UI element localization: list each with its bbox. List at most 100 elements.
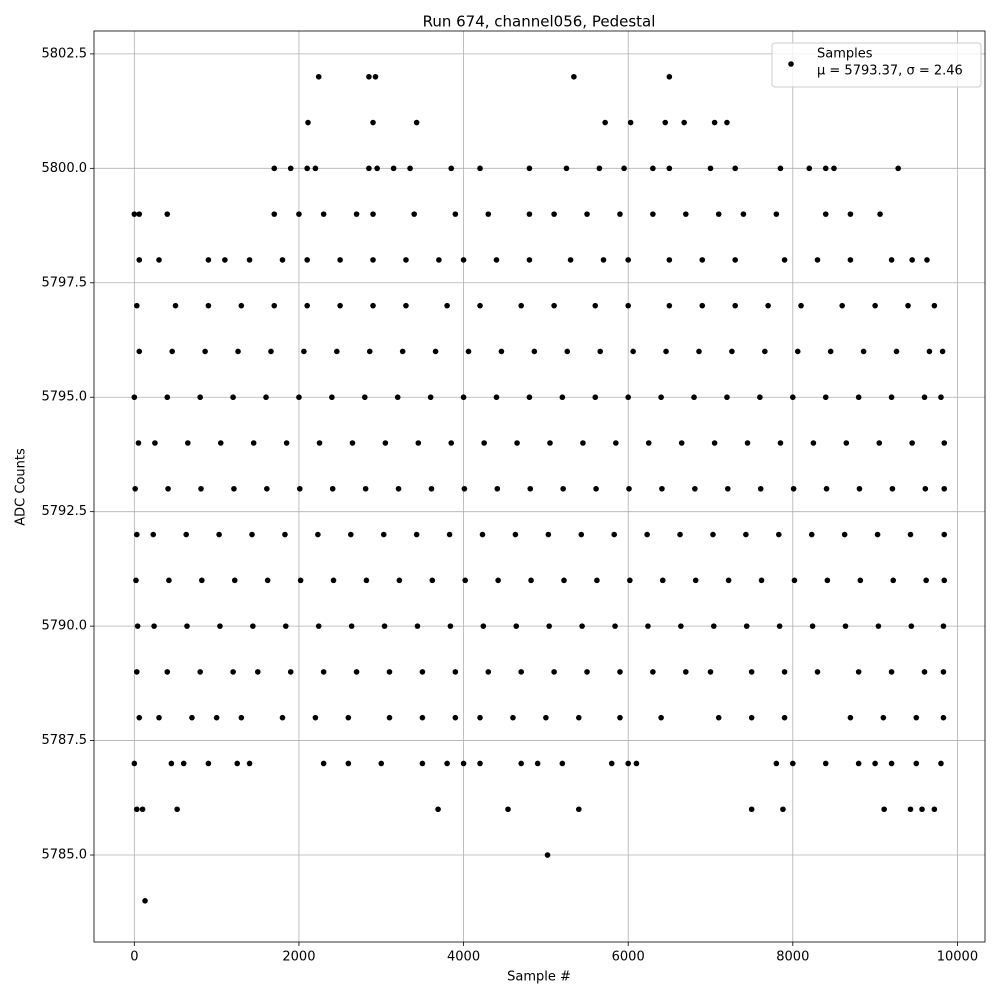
point [576,714,582,721]
point [312,714,319,721]
point [666,257,673,263]
point [781,669,788,675]
point [287,669,294,675]
point [724,119,730,126]
point [744,440,751,446]
point [419,669,426,675]
point [465,348,472,355]
point [415,440,422,446]
point [495,577,501,584]
point [166,577,172,584]
point [132,485,138,492]
point [249,531,255,538]
point [460,760,467,767]
point [790,760,796,767]
x-tick-label: 0 [130,950,138,965]
point [283,440,290,446]
point [304,302,310,309]
point [765,302,771,309]
point [547,440,553,446]
point [334,348,340,355]
point [743,623,750,629]
point [777,165,784,172]
point [710,623,717,629]
point [857,577,864,584]
point [151,623,157,629]
point [217,440,224,446]
point [781,257,788,263]
point [627,119,634,126]
point [681,119,687,126]
point [477,302,483,309]
point [518,760,524,767]
point [526,165,533,172]
point [479,531,486,538]
point [908,623,915,629]
point [551,211,557,217]
point [452,669,459,675]
point [888,669,895,675]
point [940,714,947,721]
point [913,714,920,721]
point [691,394,697,401]
point [683,211,689,217]
point [131,760,138,767]
point [666,165,673,172]
point [518,669,524,675]
point [780,806,786,813]
point [559,394,566,401]
point [142,897,148,904]
point [136,348,143,355]
point [199,577,205,584]
point [843,440,850,446]
point [824,577,831,584]
point [448,440,455,446]
point [156,257,162,263]
point [608,760,615,767]
point [370,119,376,126]
point [696,348,702,355]
x-tick-label: 8000 [776,950,809,965]
point [526,394,533,401]
point [743,531,749,538]
point [940,669,947,675]
point [855,669,862,675]
point [461,485,468,492]
point [931,806,938,813]
point [798,302,804,309]
point [699,302,706,309]
point [279,714,286,721]
y-tick-label: 5802.5 [42,46,88,61]
point [627,577,633,584]
point [827,348,834,355]
point [510,714,516,721]
point [740,211,747,217]
point [264,577,271,584]
point [592,394,599,401]
point [370,302,376,309]
point [381,623,388,629]
point [888,394,895,401]
point [198,485,204,492]
point [626,485,632,492]
point [320,211,327,217]
point [436,257,442,263]
point [164,394,171,401]
point [621,165,627,172]
point [390,165,397,172]
point [238,714,245,721]
point [131,394,138,401]
point [413,119,420,126]
point [551,669,557,675]
point [231,577,238,584]
point [781,714,788,721]
point [678,440,685,446]
point [134,806,140,813]
point [748,714,755,721]
point [808,531,815,538]
point [909,257,915,263]
point [185,440,191,446]
point [931,302,938,309]
point [847,211,854,217]
point [692,577,699,584]
